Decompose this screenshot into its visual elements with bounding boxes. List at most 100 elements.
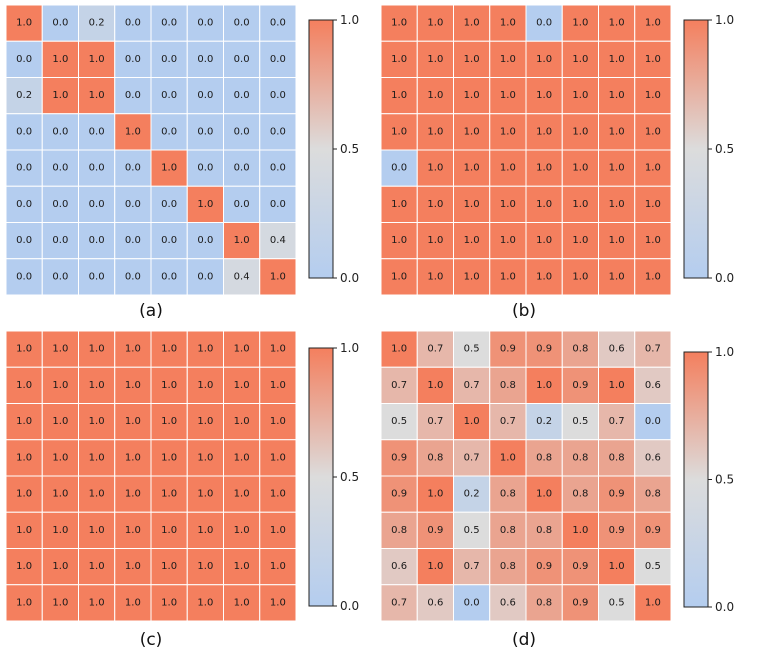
heatmap-cell	[5, 77, 43, 115]
cell-value-label: 1.0	[161, 416, 177, 427]
cell-value-label: 1.0	[89, 597, 105, 608]
cell-value-label: 1.0	[572, 163, 588, 174]
cell-value-label: 0.8	[536, 597, 552, 608]
heatmap-cell	[186, 475, 224, 513]
cell-value-label: 1.0	[197, 525, 213, 536]
cell-value-label: 1.0	[52, 344, 68, 355]
heatmap-cell	[78, 222, 116, 260]
cell-value-label: 1.0	[270, 489, 286, 500]
heatmap-cell	[525, 475, 563, 513]
cell-value-label: 1.0	[234, 561, 250, 572]
heatmap-cell	[114, 403, 152, 441]
heatmap-cell	[598, 77, 636, 115]
heatmap-cell	[525, 511, 563, 549]
cell-value-label: 0.9	[536, 344, 552, 355]
cell-value-label: 1.0	[427, 126, 443, 137]
cell-value-label: 1.0	[125, 597, 141, 608]
heatmap-cell	[78, 548, 116, 586]
cell-value-label: 1.0	[197, 416, 213, 427]
cell-value-label: 1.0	[500, 54, 516, 65]
cell-value-label: 0.8	[572, 489, 588, 500]
heatmap-cell	[186, 40, 224, 78]
heatmap-cell	[380, 222, 418, 260]
heatmap-cell	[78, 113, 116, 151]
cell-value-label: 0.0	[16, 163, 32, 174]
cell-value-label: 1.0	[161, 489, 177, 500]
cell-value-label: 1.0	[572, 18, 588, 29]
colorbar-tick-label: 1.0	[340, 13, 359, 27]
heatmap-cell	[598, 258, 636, 296]
colorbar-tick-label: 0.0	[340, 599, 359, 613]
cell-value-label: 1.0	[536, 163, 552, 174]
heatmap-cell	[259, 40, 297, 78]
heatmap-cell	[259, 77, 297, 115]
cell-value-label: 1.0	[427, 380, 443, 391]
cell-value-label: 1.0	[500, 163, 516, 174]
heatmap-cell	[223, 475, 261, 513]
heatmap-cell	[150, 77, 188, 115]
panel-label: (c)	[140, 630, 163, 650]
heatmap-cell	[561, 77, 599, 115]
cell-value-label: 1.0	[645, 126, 661, 137]
heatmap-cell	[41, 77, 79, 115]
heatmap-cell	[598, 366, 636, 404]
cell-value-label: 1.0	[500, 452, 516, 463]
cell-value-label: 1.0	[161, 452, 177, 463]
cell-value-label: 0.0	[197, 90, 213, 101]
heatmap-cell	[634, 113, 672, 151]
cell-value-label: 0.0	[161, 18, 177, 29]
heatmap-cell	[380, 40, 418, 78]
heatmap-cell	[5, 366, 43, 404]
heatmap-cell	[598, 584, 636, 622]
cell-value-label: 1.0	[536, 126, 552, 137]
heatmap-cell	[223, 77, 261, 115]
cell-value-label: 1.0	[391, 18, 407, 29]
heatmap-cell	[489, 4, 527, 42]
heatmap-cell	[634, 366, 672, 404]
cell-value-label: 1.0	[234, 525, 250, 536]
cell-value-label: 1.0	[89, 416, 105, 427]
cell-value-label: 0.9	[609, 489, 625, 500]
cell-value-label: 0.0	[125, 163, 141, 174]
cell-value-label: 1.0	[197, 561, 213, 572]
cell-value-label: 1.0	[500, 271, 516, 282]
heatmap-cell	[5, 511, 43, 549]
heatmap-cell	[259, 403, 297, 441]
cell-value-label: 1.0	[609, 90, 625, 101]
cell-value-label: 1.0	[161, 561, 177, 572]
cell-value-label: 1.0	[16, 489, 32, 500]
panel-label: (a)	[139, 301, 163, 321]
cell-value-label: 1.0	[89, 489, 105, 500]
cell-value-label: 0.9	[572, 380, 588, 391]
cell-value-label: 0.7	[609, 416, 625, 427]
cell-value-label: 1.0	[234, 344, 250, 355]
cell-value-label: 0.9	[500, 344, 516, 355]
cell-value-label: 1.0	[464, 126, 480, 137]
heatmap-cell	[150, 548, 188, 586]
cell-value-label: 1.0	[52, 90, 68, 101]
cell-value-label: 0.0	[125, 18, 141, 29]
colorbar-tick-label: 0.5	[715, 473, 734, 487]
cell-value-label: 0.0	[270, 18, 286, 29]
cell-value-label: 0.5	[609, 597, 625, 608]
cell-value-label: 1.0	[572, 271, 588, 282]
cell-value-label: 1.0	[89, 525, 105, 536]
heatmap-cell	[489, 40, 527, 78]
heatmap-cell	[561, 366, 599, 404]
cell-value-label: 0.0	[645, 416, 661, 427]
heatmap-cell	[525, 584, 563, 622]
cell-value-label: 0.7	[464, 561, 480, 572]
heatmap-cell	[5, 258, 43, 296]
heatmap-cell	[380, 548, 418, 586]
cell-value-label: 0.0	[16, 271, 32, 282]
cell-value-label: 1.0	[270, 525, 286, 536]
heatmap-cell	[634, 584, 672, 622]
cell-value-label: 0.0	[16, 199, 32, 210]
colorbar	[683, 351, 709, 608]
cell-value-label: 1.0	[270, 344, 286, 355]
colorbar	[308, 19, 334, 279]
heatmap-cell	[78, 77, 116, 115]
heatmap-cell	[561, 258, 599, 296]
colorbar-tick-label: 0.5	[340, 142, 359, 156]
cell-value-label: 0.7	[645, 344, 661, 355]
